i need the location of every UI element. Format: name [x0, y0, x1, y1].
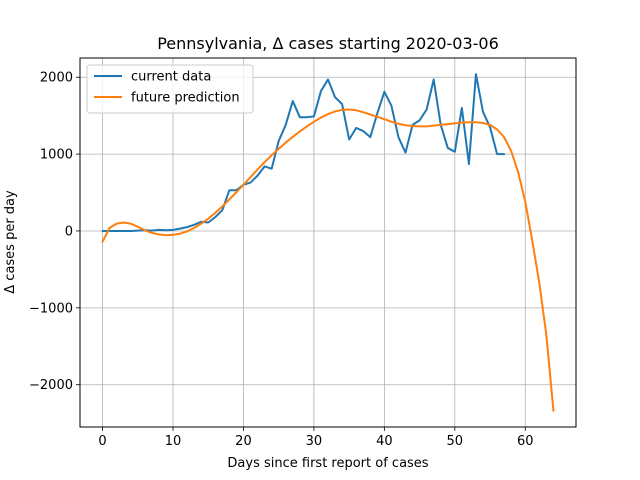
- legend-label-0: current data: [131, 70, 211, 85]
- series-layer: [101, 73, 555, 412]
- series-line-0: [101, 73, 506, 232]
- x-tick-label: 30: [306, 434, 323, 449]
- legend: current data future prediction: [86, 64, 254, 114]
- x-tick-label: 60: [517, 434, 534, 449]
- y-tick-label: −1000: [29, 301, 73, 316]
- grid: [80, 58, 576, 427]
- legend-label-1: future prediction: [131, 91, 240, 106]
- y-tick-label: −2000: [29, 378, 73, 393]
- plot-frame: [79, 57, 577, 428]
- x-axis-label: Days since first report of cases: [227, 456, 428, 471]
- series-line-1: [101, 108, 555, 412]
- y-tick-label: 1000: [40, 148, 73, 163]
- ticks: 0 10 20 30 40 50 60 −2000 −1000 0 1000 2000: [29, 71, 534, 449]
- y-tick-label: 0: [65, 224, 73, 239]
- x-tick-label: 50: [447, 434, 464, 449]
- y-tick-label: 2000: [40, 71, 73, 86]
- x-tick-label: 10: [165, 434, 182, 449]
- chart-title: Pennsylvania, Δ cases starting 2020-03-0…: [157, 34, 499, 53]
- x-tick-label: 40: [376, 434, 393, 449]
- legend-box: [86, 64, 254, 114]
- y-axis-label: Δ cases per day: [3, 190, 18, 294]
- x-tick-label: 0: [98, 434, 106, 449]
- x-tick-label: 20: [235, 434, 252, 449]
